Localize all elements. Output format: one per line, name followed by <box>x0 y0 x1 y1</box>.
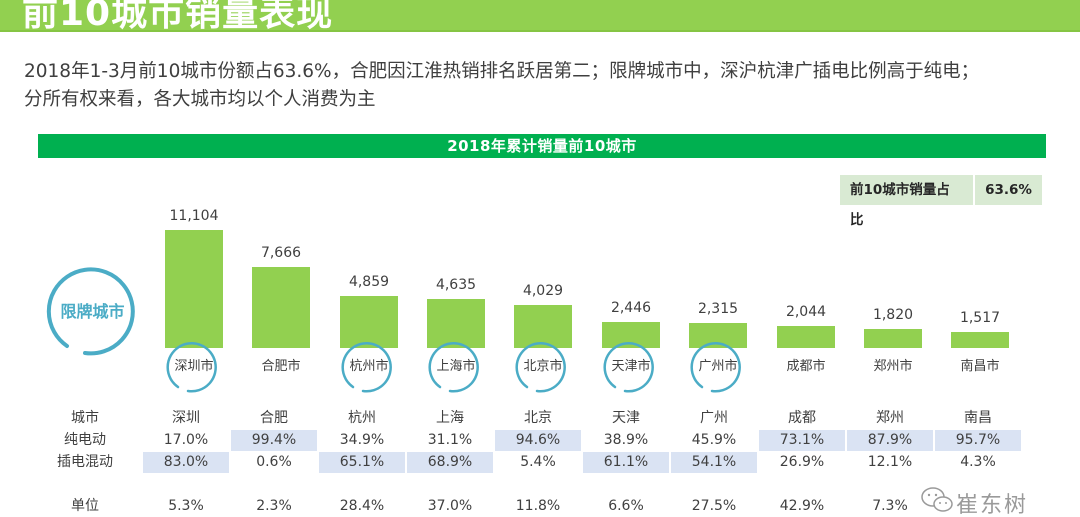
bar-category-label: 上海市 <box>436 359 476 374</box>
table-cell: 28.4% <box>339 498 385 514</box>
table-cell: 68.9% <box>407 452 493 473</box>
bar-category-label: 郑州市 <box>873 359 913 374</box>
row-label: 纯电动 <box>64 432 106 448</box>
table-row-phev: 插电混动 83.0% 0.6% 65.1% 68.9% 5.4% 61.1% 54.1% 26.… <box>50 452 1050 473</box>
table-cell: 7.3% <box>872 498 908 514</box>
row-label: 城市 <box>71 410 99 426</box>
bar-value-label: 7,666 <box>260 245 302 261</box>
table-cell: 99.4% <box>231 430 317 451</box>
chart-title-banner: 2018年累计销量前10城市 <box>38 134 1046 158</box>
table-cell: 11.8% <box>515 498 561 514</box>
table-cell: 42.9% <box>779 498 825 514</box>
table-cell: 北京 <box>524 410 552 426</box>
bar-value-label: 2,315 <box>697 301 739 317</box>
bar-value-label: 2,044 <box>785 304 827 320</box>
table-cell: 87.9% <box>847 430 933 451</box>
table-cell: 37.0% <box>427 498 473 514</box>
bar-category-label: 深圳市 <box>174 359 214 374</box>
summary-line-1: 2018年1-3月前10城市份额占63.6%，合肥因江淮热销排名跃居第二；限牌城… <box>24 61 980 82</box>
table-cell: 34.9% <box>339 432 385 448</box>
table-cell: 31.1% <box>427 432 473 448</box>
table-cell: 61.1% <box>583 452 669 473</box>
table-cell: 广州 <box>700 410 728 426</box>
table-cell: 合肥 <box>260 410 288 426</box>
bar-value-label: 4,029 <box>522 283 564 299</box>
table-cell: 12.1% <box>867 454 913 470</box>
table-cell: 17.0% <box>163 432 209 448</box>
table-row-unit: 单位 5.3% 2.3% 28.4% 37.0% 11.8% 6.6% 27.5% 42.9% 7… <box>50 496 1050 517</box>
bar-category-label: 天津市 <box>611 359 651 374</box>
summary-text: 2018年1-3月前10城市份额占63.6%，合肥因江淮热销排名跃居第二；限牌城… <box>24 58 1074 114</box>
table-cell: 5.4% <box>520 454 556 470</box>
table-cell: 95.7% <box>935 430 1021 451</box>
table-cell: 4.3% <box>960 454 996 470</box>
bar <box>165 230 223 348</box>
table-cell: 天津 <box>612 410 640 426</box>
table-cell: 上海 <box>436 410 464 426</box>
share-box-value: 63.6% <box>975 175 1042 205</box>
table-cell: 38.9% <box>603 432 649 448</box>
row-label: 单位 <box>71 498 99 514</box>
bar-category-label: 成都市 <box>786 359 826 374</box>
bar <box>777 326 835 348</box>
restricted-city-ring-icon <box>690 342 741 393</box>
table-cell: 26.9% <box>779 454 825 470</box>
table-cell: 73.1% <box>759 430 845 451</box>
table-cell: 5.3% <box>168 498 204 514</box>
table-row-city: 城市 深圳 合肥 杭州 上海 北京 天津 广州 成都 郑州 南昌 <box>50 408 1050 429</box>
bar <box>252 267 310 348</box>
bar-category-label: 广州市 <box>698 359 738 374</box>
restricted-city-ring-icon <box>603 342 654 393</box>
bar-value-label: 4,635 <box>435 277 477 293</box>
table-cell: 深圳 <box>172 410 200 426</box>
bar-value-label: 1,517 <box>959 310 1001 326</box>
title-bar: 前10城市销量表现 <box>0 0 1080 32</box>
summary-line-2: 分所有权来看，各大城市均以个人消费为主 <box>24 89 376 110</box>
bar <box>951 332 1009 348</box>
watermark-text: 崔东树 <box>956 493 1029 517</box>
table-row-bev: 纯电动 17.0% 99.4% 34.9% 31.1% 94.6% 38.9% 45.9% 73… <box>50 430 1050 451</box>
bar-category-label: 南昌市 <box>960 359 1000 374</box>
table-cell: 成都 <box>788 410 816 426</box>
restricted-badge-label: 限牌城市 <box>60 302 125 321</box>
bar <box>864 329 922 348</box>
restricted-city-ring-icon <box>341 342 392 393</box>
table-cell: 94.6% <box>495 430 581 451</box>
bar-category-label: 杭州市 <box>349 359 389 374</box>
row-label: 插电混动 <box>57 454 113 470</box>
page-title: 前10城市销量表现 <box>22 0 334 32</box>
bar-value-label: 4,859 <box>348 274 390 290</box>
restricted-city-ring-icon <box>428 342 479 393</box>
restricted-cities-badge: 限牌城市 <box>45 266 140 356</box>
table-cell: 郑州 <box>876 410 904 426</box>
table-cell: 6.6% <box>608 498 644 514</box>
table-cell: 65.1% <box>319 452 405 473</box>
bar <box>427 299 485 348</box>
restricted-city-ring-icon <box>515 342 566 393</box>
bar <box>514 305 572 348</box>
wechat-icon <box>921 487 953 512</box>
table-cell: 83.0% <box>143 452 229 473</box>
bar-value-label: 1,820 <box>872 307 914 323</box>
share-box: 前10城市销量占比 63.6% <box>840 175 1042 228</box>
table-cell: 2.3% <box>256 498 292 514</box>
ring-icon <box>46 267 135 356</box>
table-cell: 南昌 <box>964 410 992 426</box>
share-box-label: 前10城市销量占比 <box>840 175 973 228</box>
watermark: 崔东树 <box>920 485 1080 517</box>
bar-category-label: 合肥市 <box>261 359 301 374</box>
table-cell: 杭州 <box>348 410 376 426</box>
table-cell: 0.6% <box>256 454 292 470</box>
bar <box>340 296 398 348</box>
table-cell: 45.9% <box>691 432 737 448</box>
bar-value-label: 11,104 <box>169 208 219 224</box>
bar-category-label: 北京市 <box>523 359 563 374</box>
restricted-city-ring-icon <box>166 342 217 393</box>
table-cell: 54.1% <box>671 452 757 473</box>
bar-chart: 11,104 深圳市 7,666 合肥市 4,859 杭州市 4,635 上海市 4,029 北京… <box>0 200 1080 400</box>
table-cell: 27.5% <box>691 498 737 514</box>
bar-value-label: 2,446 <box>610 300 652 316</box>
